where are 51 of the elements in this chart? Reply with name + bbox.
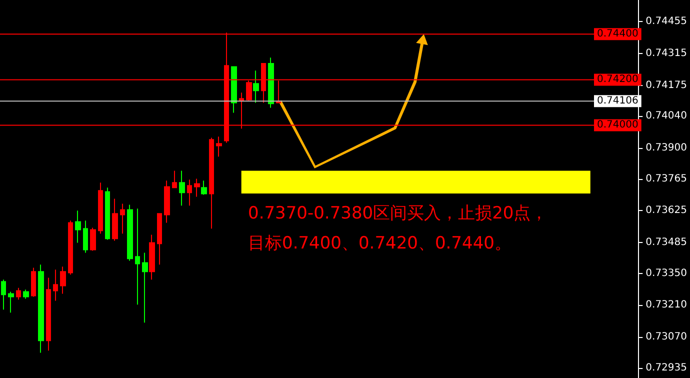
annotation: 0.7370-0.7380区间买入，止损20点， — [248, 204, 548, 224]
y-tick-label: 0.74175 — [646, 80, 688, 91]
y-tick-label: 0.74455 — [646, 16, 688, 28]
candlestick — [120, 203, 125, 234]
candlestick — [112, 198, 118, 242]
candlestick — [187, 179, 192, 206]
candlestick — [172, 170, 177, 188]
candlestick — [1, 279, 6, 310]
annotation: 目标0.7400、0.7420、0.7440。 — [248, 234, 512, 254]
candlestick — [38, 264, 44, 354]
candlestick — [179, 170, 185, 206]
candlestick — [90, 227, 96, 252]
y-tick-label: 0.73485 — [646, 237, 688, 248]
candlestick — [98, 182, 103, 234]
y-tick-label: 0.73210 — [646, 300, 688, 311]
candlestick — [53, 269, 58, 302]
candlestick — [16, 287, 21, 300]
candlestick — [105, 187, 110, 240]
candlestick — [149, 234, 155, 280]
y-tick-label: 0.74315 — [646, 48, 688, 60]
candlestick — [253, 70, 259, 104]
candlestick — [135, 208, 140, 306]
candlestick — [157, 213, 162, 266]
candlestick — [201, 180, 207, 196]
candlestick — [46, 277, 51, 352]
y-tick-label: 0.73625 — [646, 205, 688, 216]
ref-line-label: 0.74000 — [597, 120, 638, 131]
candlestick — [83, 220, 88, 254]
candlestick — [23, 289, 29, 300]
candlestick — [142, 252, 148, 324]
ref-line-label: 0.74400 — [597, 28, 638, 40]
y-tick-label: 0.73350 — [646, 268, 688, 279]
candlestick — [209, 137, 214, 230]
candlestick — [8, 291, 14, 314]
candlestick — [268, 57, 274, 108]
y-tick-label: 0.72935 — [646, 362, 688, 374]
y-tick-label: 0.73070 — [646, 332, 688, 343]
candlestick — [194, 178, 200, 198]
ref-line-label: 0.74200 — [597, 74, 638, 86]
candlestick — [216, 136, 222, 158]
candlestick — [231, 66, 237, 114]
candlestick — [60, 266, 66, 294]
candlestick — [75, 210, 81, 244]
y-tick-label: 0.74040 — [646, 110, 688, 122]
candlestick — [68, 220, 73, 276]
candlestick — [127, 204, 133, 262]
candlestick — [164, 180, 170, 224]
y-tick-label: 0.73765 — [646, 173, 688, 184]
ref-line-label: 0.74106 — [597, 96, 638, 107]
candlestick — [31, 267, 36, 298]
y-tick-label: 0.73900 — [646, 142, 688, 154]
